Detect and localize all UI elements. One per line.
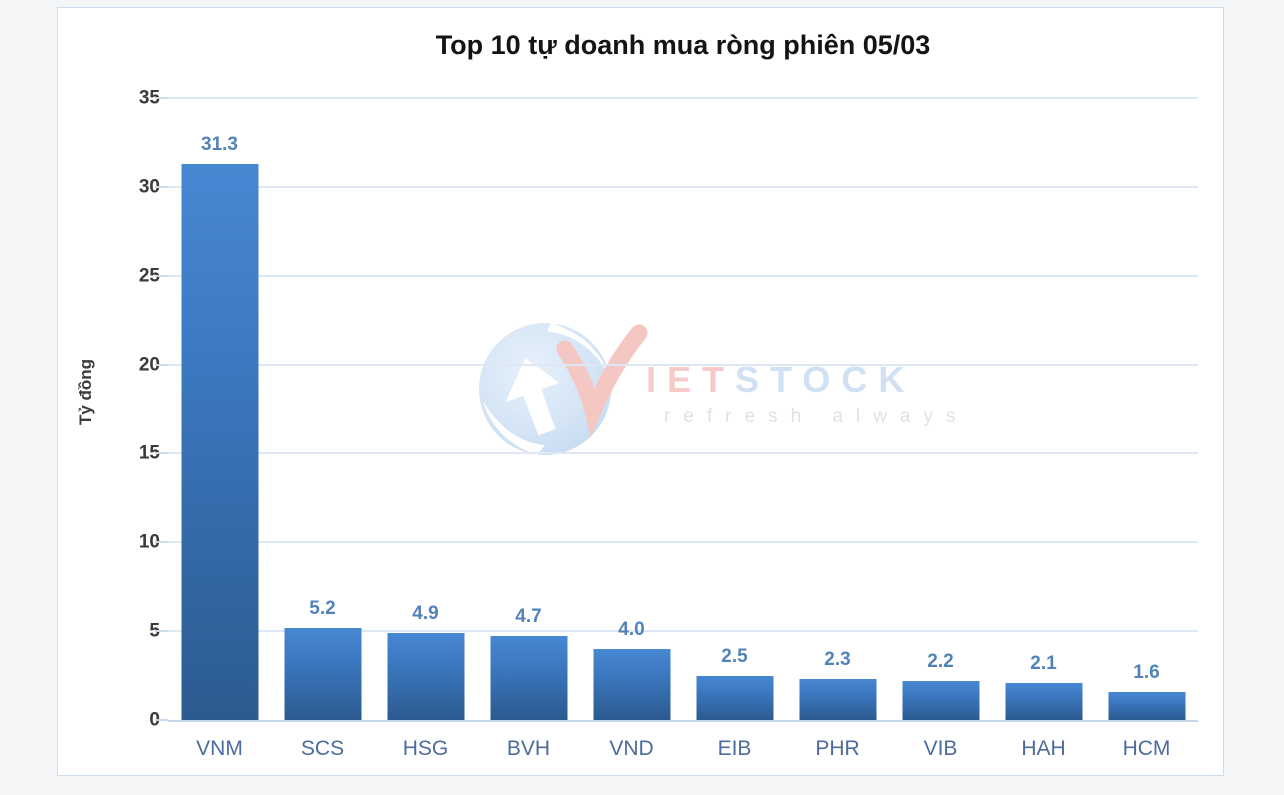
y-axis-tick-mark [155, 185, 168, 188]
y-tick-label: 5 [149, 622, 160, 641]
bar [284, 627, 361, 720]
y-tick-label: 15 [138, 442, 160, 464]
bar [799, 679, 876, 720]
bar-group: 1.6 HCM [1095, 98, 1198, 759]
bar [696, 675, 773, 720]
y-axis-title-text: Tỷ đồng [76, 358, 96, 425]
chart-frame: Top 10 tự doanh mua ròng phiên 05/03 Tỷ … [57, 7, 1224, 776]
x-axis-label: BVH [506, 737, 551, 760]
gridline [168, 363, 1198, 366]
bar [902, 680, 979, 720]
bar-group: 2.5 EIB [683, 98, 786, 759]
y-axis-tick-mark [155, 97, 168, 99]
x-axis-label: EIB [717, 737, 752, 760]
bar-value-label: 2.5 [721, 645, 748, 667]
bar-group: 5.2 SCS [271, 98, 374, 759]
bar [181, 163, 258, 720]
y-tick-label: 35 [138, 87, 160, 109]
bar-value-label: 1.6 [1133, 661, 1160, 683]
gridline [168, 185, 1198, 188]
y-tick-label: 25 [138, 265, 160, 287]
y-tick-label: 10 [138, 531, 160, 553]
bar-value-label: 4.0 [618, 618, 645, 640]
x-axis-label: VNM [196, 737, 243, 760]
bar-group: 2.3 PHR [786, 98, 889, 759]
x-axis-label: HAH [1021, 737, 1066, 760]
bar-value-label: 2.3 [824, 649, 851, 671]
bar-value-label: 2.1 [1030, 652, 1057, 674]
plot-area: IETSTOCK refresh always 31.3 VNM 5.2 SCS 4.9… [155, 97, 1198, 759]
y-axis-tick-mark [155, 274, 168, 277]
x-axis-label: SCS [300, 737, 345, 760]
y-axis-tick-mark [155, 452, 168, 455]
y-axis-tick-mark [155, 719, 168, 721]
bar [387, 632, 464, 720]
y-tick-label: 20 [138, 354, 160, 376]
bar-group: 2.2 VIB [889, 98, 992, 759]
x-axis-label: PHR [815, 737, 860, 760]
bar-value-label: 4.9 [412, 602, 439, 624]
bar-value-label: 2.2 [927, 650, 954, 672]
y-axis-tick-labels: 0 5 10 15 20 25 30 35 [118, 89, 160, 730]
gridline [168, 541, 1198, 544]
gridline [168, 630, 1198, 633]
gridline [168, 97, 1198, 99]
x-axis-label: VIB [923, 737, 958, 760]
x-axis-label: HSG [402, 737, 449, 760]
bar-value-label: 4.7 [515, 606, 542, 628]
bar [1005, 682, 1082, 720]
bar [593, 648, 670, 720]
bar [1108, 691, 1185, 720]
x-axis-label: HCM [1122, 737, 1171, 760]
y-axis-title: Tỷ đồng [66, 8, 106, 775]
bar-group: 4.9 HSG [374, 98, 477, 759]
y-tick-label: 0 [149, 711, 160, 730]
y-axis-tick-mark [155, 541, 168, 544]
y-tick-label: 30 [138, 176, 160, 198]
bar-group: 4.0 VND [580, 98, 683, 759]
gridline [168, 452, 1198, 455]
bar-group: 31.3 VNM [168, 98, 271, 759]
bar-value-label: 5.2 [309, 597, 336, 619]
chart-title: Top 10 tự doanh mua ròng phiên 05/03 [435, 30, 931, 60]
bar-group: 2.1 HAH [992, 98, 1095, 759]
bar-group: 4.7 BVH [477, 98, 580, 759]
y-axis-tick-mark [155, 630, 168, 633]
gridline [168, 274, 1198, 277]
y-axis-tick-mark [155, 363, 168, 366]
bars-row: 31.3 VNM 5.2 SCS 4.9 HSG 4.7 BVH 4.0 VND 2.5 EIB 2.3… [168, 98, 1198, 759]
bar-value-label: 31.3 [201, 133, 238, 155]
bar [490, 636, 567, 720]
x-axis-label: VND [609, 737, 654, 760]
